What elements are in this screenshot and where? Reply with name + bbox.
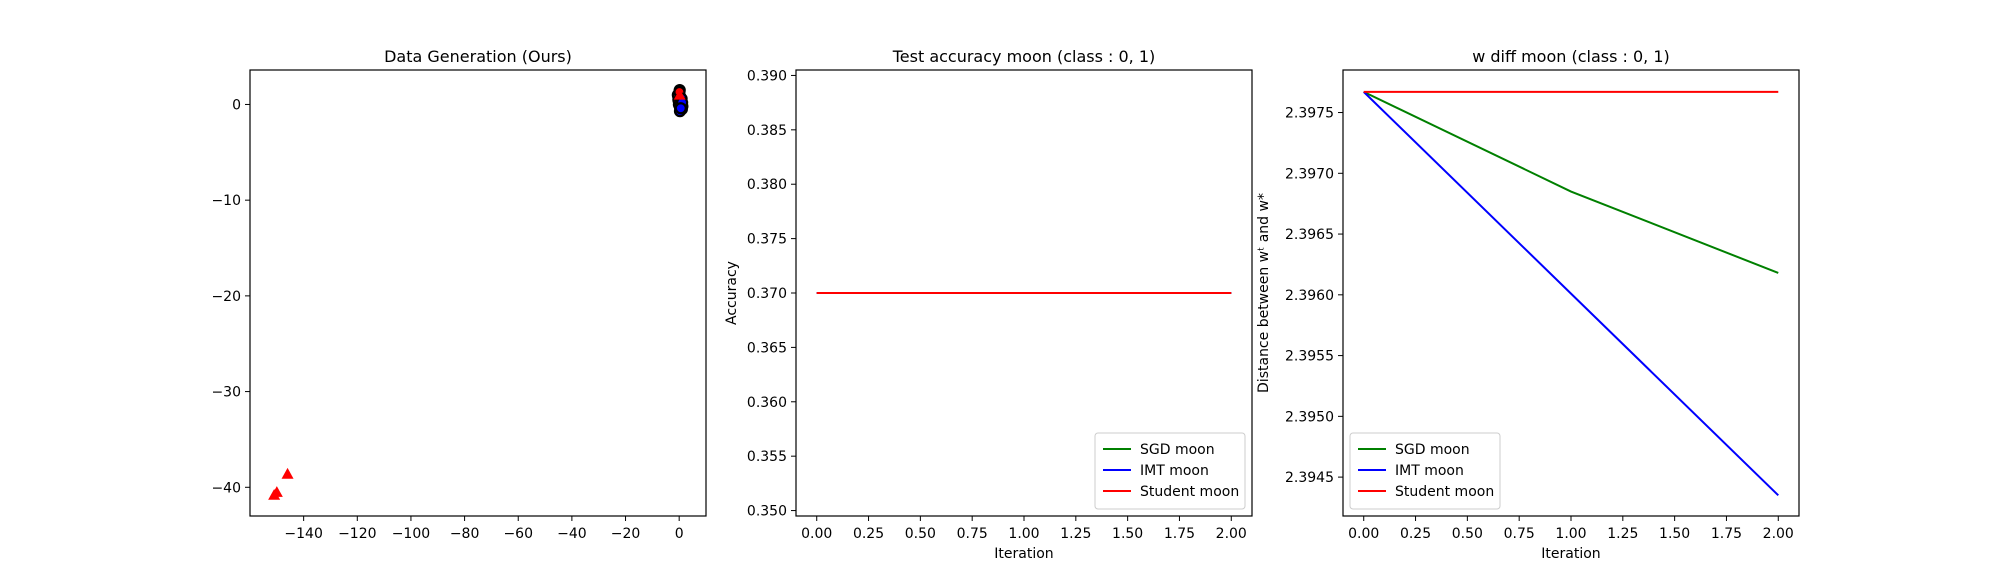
y-tick-label: 0.350 — [747, 504, 787, 520]
x-tick-label: 0 — [675, 526, 684, 542]
x-tick-label: 1.25 — [1060, 526, 1091, 542]
y-tick-label: 2.3945 — [1285, 470, 1334, 486]
chart-title: Test accuracy moon (class : 0, 1) — [892, 47, 1156, 66]
legend-label: Student moon — [1140, 484, 1239, 500]
x-tick-label: 1.25 — [1607, 526, 1638, 542]
y-tick-label: 0.385 — [747, 123, 787, 139]
x-tick-label: 2.00 — [1216, 526, 1247, 542]
x-tick-label: 0.00 — [1348, 526, 1379, 542]
y-tick-label: 2.3970 — [1285, 166, 1334, 182]
legend-label: IMT moon — [1140, 463, 1209, 479]
y-tick-label: 0 — [232, 97, 241, 113]
y-tick-label: −30 — [211, 385, 241, 401]
x-tick-label: 0.75 — [957, 526, 988, 542]
legend-label: Student moon — [1395, 484, 1494, 500]
x-tick-label: 1.00 — [1008, 526, 1039, 542]
y-tick-label: 0.365 — [747, 340, 787, 356]
x-tick-label: 1.00 — [1555, 526, 1586, 542]
y-axis-label: Distance between wᵗ and w* — [1256, 193, 1272, 393]
y-tick-label: 0.380 — [747, 177, 787, 193]
x-axis-label: Iteration — [994, 546, 1053, 562]
y-axis-label: Accuracy — [724, 261, 740, 325]
y-tick-label: 0.355 — [747, 449, 787, 465]
x-tick-label: 0.25 — [1400, 526, 1431, 542]
y-tick-label: 2.3955 — [1285, 349, 1334, 365]
chart-title: Data Generation (Ours) — [384, 47, 572, 66]
x-tick-label: 1.50 — [1112, 526, 1143, 542]
legend: SGD moon IMT moon Student moon — [1095, 433, 1245, 509]
x-tick-label: 0.25 — [853, 526, 884, 542]
legend: SGD moon IMT moon Student moon — [1350, 433, 1500, 509]
x-tick-label: 0.75 — [1504, 526, 1535, 542]
y-tick-label: 0.375 — [747, 232, 787, 248]
y-tick-label: 2.3965 — [1285, 227, 1334, 243]
x-tick-label: −20 — [611, 526, 641, 542]
x-tick-label: 2.00 — [1763, 526, 1794, 542]
x-tick-label: −80 — [450, 526, 480, 542]
x-tick-label: 0.50 — [905, 526, 936, 542]
legend-label: SGD moon — [1395, 442, 1470, 458]
y-tick-label: −10 — [211, 193, 241, 209]
scatter-point — [676, 103, 686, 113]
y-tick-label: −40 — [211, 480, 241, 496]
y-tick-label: 2.3950 — [1285, 409, 1334, 425]
x-tick-label: −140 — [284, 526, 322, 542]
y-tick-label: 0.360 — [747, 395, 787, 411]
x-tick-label: 0.50 — [1452, 526, 1483, 542]
chart-title: w diff moon (class : 0, 1) — [1472, 47, 1670, 66]
y-tick-label: 2.3960 — [1285, 288, 1334, 304]
x-tick-label: 1.75 — [1164, 526, 1195, 542]
x-tick-label: 1.50 — [1659, 526, 1690, 542]
x-tick-label: 1.75 — [1711, 526, 1742, 542]
y-tick-label: 0.370 — [747, 286, 787, 302]
x-axis-label: Iteration — [1541, 546, 1600, 562]
x-tick-label: −40 — [557, 526, 587, 542]
legend-label: SGD moon — [1140, 442, 1215, 458]
x-tick-label: −60 — [503, 526, 533, 542]
y-tick-label: 0.390 — [747, 68, 787, 84]
x-tick-label: 0.00 — [801, 526, 832, 542]
x-tick-label: −100 — [392, 526, 430, 542]
legend-label: IMT moon — [1395, 463, 1464, 479]
y-tick-label: −20 — [211, 289, 241, 305]
y-tick-label: 2.3975 — [1285, 106, 1334, 122]
x-tick-label: −120 — [338, 526, 376, 542]
